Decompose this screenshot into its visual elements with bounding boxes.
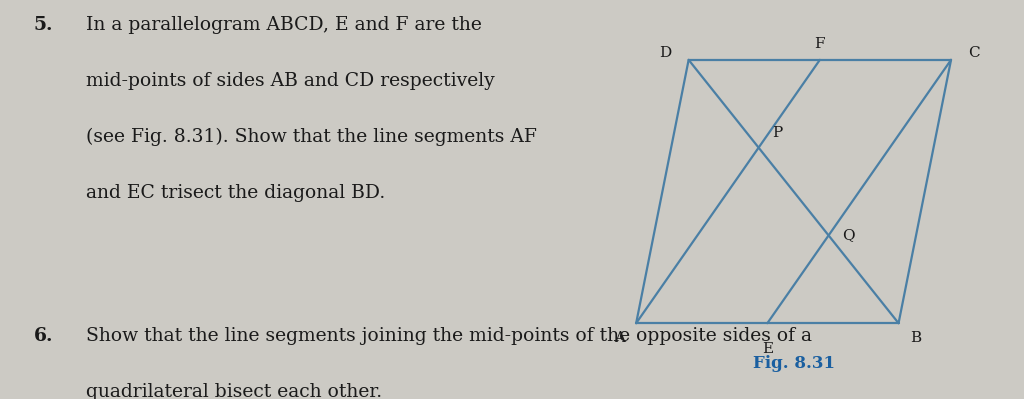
Text: Fig. 8.31: Fig. 8.31 — [753, 356, 835, 372]
Text: mid-points of sides AB and CD respectively: mid-points of sides AB and CD respective… — [86, 72, 495, 90]
Text: 6.: 6. — [34, 327, 53, 345]
Text: A: A — [613, 330, 625, 344]
Text: Show that the line segments joining the mid-points of the opposite sides of a: Show that the line segments joining the … — [86, 327, 812, 345]
Text: Q: Q — [842, 228, 854, 243]
Text: E: E — [762, 342, 773, 356]
Text: P: P — [772, 126, 782, 140]
Text: In a parallelogram ABCD, E and F are the: In a parallelogram ABCD, E and F are the — [86, 16, 482, 34]
Text: and EC trisect the diagonal BD.: and EC trisect the diagonal BD. — [86, 184, 385, 201]
Text: D: D — [659, 46, 672, 60]
Text: B: B — [910, 330, 922, 344]
Text: C: C — [968, 46, 980, 60]
Text: quadrilateral bisect each other.: quadrilateral bisect each other. — [86, 383, 382, 399]
Text: (see Fig. 8.31). Show that the line segments AF: (see Fig. 8.31). Show that the line segm… — [86, 128, 537, 146]
Text: F: F — [814, 37, 825, 51]
Text: 5.: 5. — [34, 16, 53, 34]
